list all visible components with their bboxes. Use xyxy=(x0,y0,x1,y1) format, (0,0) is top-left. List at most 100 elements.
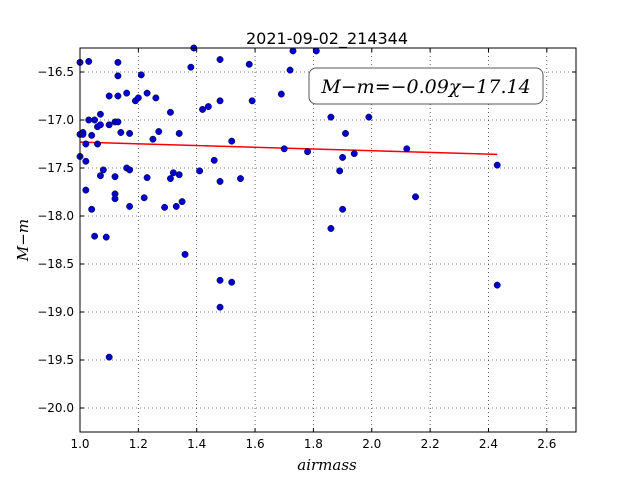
data-point xyxy=(111,173,119,181)
data-point xyxy=(105,121,113,129)
data-point xyxy=(88,205,96,213)
plot-frame xyxy=(79,47,577,433)
data-point xyxy=(169,169,177,177)
data-point xyxy=(210,156,218,164)
data-point xyxy=(149,135,157,143)
data-point xyxy=(493,281,501,289)
y-tick-label: −18.5 xyxy=(37,257,74,271)
data-point xyxy=(111,195,119,203)
y-tick-label: −19.5 xyxy=(37,353,74,367)
data-point xyxy=(286,66,294,74)
data-point xyxy=(327,113,335,121)
data-point xyxy=(204,103,212,111)
data-points xyxy=(76,44,501,361)
data-point xyxy=(199,105,206,113)
data-point xyxy=(187,63,195,71)
x-axis-label: airmass xyxy=(297,456,357,474)
data-point xyxy=(277,90,285,98)
y-tick-label: −20.0 xyxy=(37,401,74,415)
data-point xyxy=(102,233,110,241)
data-point xyxy=(155,128,163,135)
x-tick-label: 1.6 xyxy=(246,437,265,451)
data-point xyxy=(82,157,90,165)
data-point xyxy=(134,94,142,102)
x-tick-label: 1.8 xyxy=(304,437,323,451)
y-tick-label: −19.0 xyxy=(37,305,74,319)
data-point xyxy=(304,148,312,156)
data-point xyxy=(339,153,347,161)
data-point xyxy=(216,56,224,63)
data-point xyxy=(117,129,125,136)
y-tick-label: −17.0 xyxy=(37,113,74,127)
data-point xyxy=(166,175,174,183)
x-tick-label: 1.2 xyxy=(129,437,148,451)
chart-title: 2021-09-02_214344 xyxy=(246,29,408,49)
data-point xyxy=(196,167,204,175)
data-point xyxy=(166,108,174,116)
data-point xyxy=(96,110,104,118)
y-tick-label: −18.0 xyxy=(37,209,74,223)
data-point xyxy=(152,94,160,102)
data-point xyxy=(82,186,90,194)
y-tick-label: −17.5 xyxy=(37,161,74,175)
data-point xyxy=(175,129,183,137)
data-point xyxy=(228,278,236,286)
data-point xyxy=(216,276,224,284)
x-tick-label: 2.6 xyxy=(537,437,556,451)
data-point xyxy=(412,193,419,201)
data-point xyxy=(143,174,151,182)
data-point xyxy=(114,92,122,100)
x-tick-label: 1.4 xyxy=(187,437,206,451)
data-point xyxy=(82,140,90,148)
x-tick-label: 2.4 xyxy=(479,437,498,451)
data-point xyxy=(140,194,148,202)
data-point xyxy=(178,198,186,206)
y-axis-label: M−m xyxy=(14,219,32,262)
data-point xyxy=(350,150,358,158)
data-point xyxy=(85,57,93,65)
data-point xyxy=(280,145,288,153)
data-point xyxy=(237,175,244,183)
annotation-text: M−m=−0.09χ−17.14 xyxy=(320,76,530,98)
data-point xyxy=(493,161,501,169)
x-tick-label: 2.0 xyxy=(362,437,381,451)
data-point xyxy=(175,171,183,179)
data-point xyxy=(339,205,347,213)
data-point xyxy=(91,232,99,240)
data-point xyxy=(245,60,253,68)
data-point xyxy=(161,203,169,211)
fit-annotation: M−m=−0.09χ−17.14 xyxy=(308,67,544,105)
data-point xyxy=(96,121,104,129)
data-point xyxy=(336,167,344,175)
fit-line-group xyxy=(79,141,498,156)
data-point xyxy=(327,225,335,232)
data-point xyxy=(216,177,224,185)
data-point xyxy=(216,303,224,311)
data-point xyxy=(365,113,373,121)
annotation-box xyxy=(308,67,544,105)
axis-ticks: 1.0 1.2 1.4 1.6 1.8 2.0 2.2 2.4 2.6 −16.5 −17.0 −17… xyxy=(37,48,576,451)
data-point xyxy=(105,92,113,100)
data-point xyxy=(216,97,224,105)
data-point xyxy=(181,250,189,258)
data-point xyxy=(228,137,236,145)
data-point xyxy=(123,89,131,97)
data-point xyxy=(96,172,104,180)
y-tick-label: −16.5 xyxy=(37,65,74,79)
data-point xyxy=(94,140,101,148)
x-tick-label: 2.2 xyxy=(421,437,440,451)
data-point xyxy=(114,118,122,126)
data-point xyxy=(137,71,145,79)
data-point xyxy=(88,131,96,139)
data-point xyxy=(99,166,107,174)
data-point xyxy=(114,58,122,66)
data-point xyxy=(312,47,320,55)
data-point xyxy=(289,47,297,55)
data-point xyxy=(105,353,113,361)
data-point xyxy=(403,145,411,153)
data-point xyxy=(91,116,99,124)
data-point xyxy=(126,166,134,174)
data-point xyxy=(85,116,93,124)
data-point xyxy=(143,89,151,97)
